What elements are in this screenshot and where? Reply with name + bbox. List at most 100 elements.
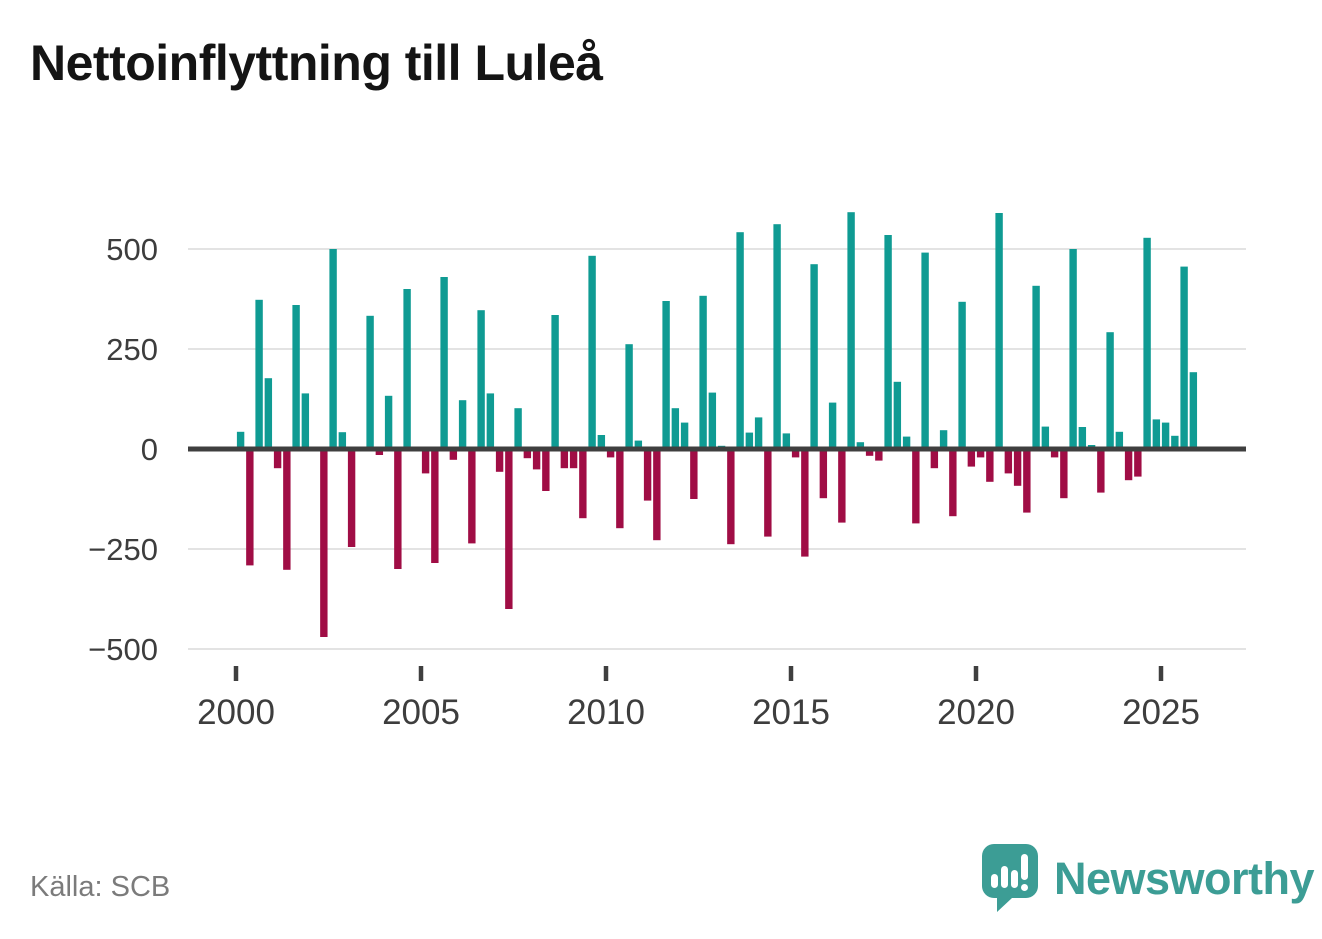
bar-2016Q3	[847, 212, 855, 449]
source-label: Källa: SCB	[30, 871, 171, 903]
bar-2024Q1	[1124, 449, 1133, 481]
bar-2020Q3	[995, 213, 1003, 449]
bar-2015Q1	[791, 449, 800, 458]
bar-2024Q2	[1134, 449, 1142, 477]
branding-name: Newsworthy	[1054, 853, 1315, 904]
bar-2011Q2	[653, 449, 661, 541]
bar-2006Q3	[477, 310, 485, 449]
bar-2016Q1	[828, 402, 837, 449]
bar-2008Q2	[542, 449, 550, 491]
bar-2018Q1	[902, 436, 911, 449]
bar-2015Q2	[801, 449, 809, 557]
bar-2010Q2	[616, 449, 624, 529]
bar-2008Q1	[532, 449, 541, 470]
bar-2004Q3	[403, 289, 411, 449]
bar-2007Q4	[523, 449, 532, 459]
bar-2025Q4	[1189, 372, 1198, 449]
bar-2024Q4	[1152, 419, 1161, 449]
bar-2011Q1	[643, 449, 652, 501]
bar-2021Q3	[1032, 285, 1040, 449]
bar-2011Q4	[671, 408, 680, 449]
x-tick-label-2000: 2000	[197, 693, 275, 732]
branding: Newsworthy	[980, 842, 1315, 916]
bar-2017Q2	[875, 449, 883, 461]
bar-2013Q3	[736, 232, 744, 449]
bar-2002Q3	[329, 249, 337, 449]
bar-2001Q1	[273, 449, 282, 469]
bar-2017Q3	[884, 235, 892, 449]
x-tick-label-2020: 2020	[937, 693, 1015, 732]
bar-2020Q1	[976, 449, 985, 458]
bar-2023Q4	[1115, 431, 1124, 449]
bar-2021Q1	[1013, 449, 1022, 486]
bar-2012Q4	[708, 392, 717, 449]
bar-2000Q3	[255, 299, 263, 449]
bar-2002Q2	[320, 449, 328, 637]
bar-2022Q4	[1078, 427, 1087, 449]
bar-2014Q2	[764, 449, 772, 537]
bar-2009Q4	[597, 435, 606, 449]
bar-2018Q2	[912, 449, 920, 524]
bar-2005Q3	[440, 277, 448, 449]
bar-2025Q3	[1180, 266, 1188, 449]
bar-2003Q4	[375, 449, 384, 455]
bar-2012Q1	[680, 422, 689, 449]
bar-2019Q3	[958, 301, 966, 449]
bar-2009Q1	[569, 449, 578, 469]
bar-2021Q4	[1041, 426, 1050, 449]
bar-2012Q3	[699, 295, 707, 449]
speech-bubble-shape	[982, 844, 1038, 912]
bar-2014Q1	[754, 417, 763, 449]
bar-2017Q1	[865, 449, 874, 456]
bar-2007Q1	[495, 449, 504, 472]
bar-2013Q2	[727, 449, 735, 545]
logo-bar-2	[1001, 866, 1008, 888]
y-tick-label--500: −500	[88, 632, 158, 667]
bar-2022Q3	[1069, 249, 1077, 449]
bar-2010Q4	[634, 440, 643, 449]
bar-2011Q3	[662, 301, 670, 449]
bar-2000Q4	[264, 378, 273, 449]
bar-2020Q4	[1004, 449, 1013, 474]
bar-2008Q4	[560, 449, 569, 469]
bar-2016Q4	[856, 442, 865, 449]
bar-2000Q2	[246, 449, 254, 566]
bar-2022Q1	[1050, 449, 1059, 458]
bar-2018Q4	[930, 449, 939, 469]
bar-2001Q2	[283, 449, 291, 570]
bar-2015Q4	[819, 449, 828, 499]
bar-2001Q3	[292, 305, 300, 449]
bar-2017Q4	[893, 381, 902, 449]
bar-2001Q4	[301, 393, 310, 449]
y-tick-label--250: −250	[88, 532, 158, 567]
y-tick-label-250: 250	[106, 332, 158, 367]
bar-2016Q2	[838, 449, 846, 523]
bar-2004Q1	[384, 395, 393, 449]
bar-2012Q2	[690, 449, 698, 499]
bar-2006Q4	[486, 393, 495, 449]
x-tick-label-2010: 2010	[567, 693, 645, 732]
bar-2005Q4	[449, 449, 458, 460]
bar-2013Q4	[745, 432, 754, 449]
bar-2006Q2	[468, 449, 476, 544]
logo-exclamation-dot	[1021, 884, 1028, 891]
bar-2003Q3	[366, 315, 374, 449]
bar-2007Q2	[505, 449, 513, 609]
newsworthy-logo-icon	[982, 844, 1038, 912]
bar-2019Q4	[967, 449, 976, 467]
logo-bar-3	[1011, 870, 1018, 888]
x-tick-label-2025: 2025	[1122, 693, 1200, 732]
y-tick-label-500: 500	[106, 232, 158, 267]
bar-2015Q3	[810, 264, 818, 449]
x-tick-label-2005: 2005	[382, 693, 460, 732]
bar-2003Q1	[347, 449, 356, 547]
bar-2005Q2	[431, 449, 439, 563]
bar-2005Q1	[421, 449, 430, 474]
bar-2023Q3	[1106, 332, 1114, 449]
bar-2000Q1	[236, 431, 245, 449]
bar-2022Q2	[1060, 449, 1068, 499]
bar-2024Q3	[1143, 237, 1151, 449]
bar-2020Q2	[986, 449, 994, 482]
bar-2021Q2	[1023, 449, 1031, 513]
